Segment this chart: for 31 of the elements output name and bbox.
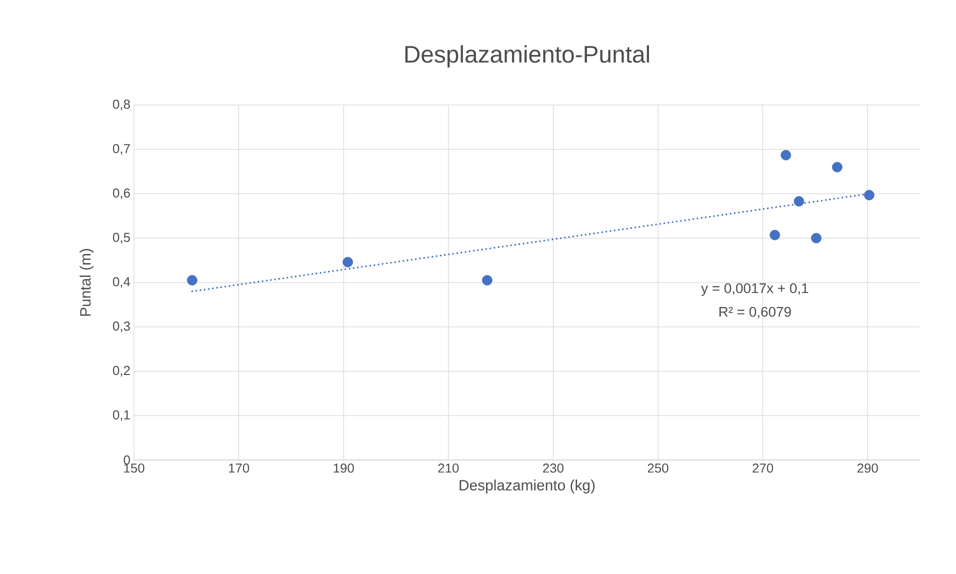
y-tick-label: 0,2 <box>112 366 130 377</box>
x-tick-label: 190 <box>334 464 354 473</box>
x-tick-label: 170 <box>228 464 250 473</box>
point <box>811 232 822 244</box>
point <box>832 162 842 172</box>
y-tick-label: 0,4 <box>112 277 130 288</box>
annotation: R² = 0,6079 <box>719 306 791 318</box>
y-tick-label: 0,5 <box>112 232 130 244</box>
annotation: y = 0,0017x + 0,1 <box>701 283 808 296</box>
y-tick-label: 0 <box>124 455 130 465</box>
y-tick-label: 0,7 <box>112 144 130 155</box>
point <box>770 230 780 240</box>
point <box>864 190 874 200</box>
point <box>482 275 492 286</box>
y-tick-label: 0,3 <box>112 322 130 332</box>
y-tick-label: 0,8 <box>112 100 130 110</box>
x-tick-label: 250 <box>648 464 668 473</box>
y-tick-label: 0,6 <box>112 188 130 200</box>
chart-title: Desplazamiento-Puntal <box>405 45 649 68</box>
x-tick-label: 270 <box>752 464 774 473</box>
x-axis-title: Desplazamiento (kg) <box>460 480 595 494</box>
y-tick-label: 0,1 <box>112 410 130 421</box>
point <box>780 150 792 160</box>
x-tick-label: 290 <box>857 464 878 473</box>
point <box>186 275 198 286</box>
point <box>342 256 353 268</box>
x-tick-label: 210 <box>438 464 459 473</box>
x-tick-label: 150 <box>124 464 144 473</box>
point <box>794 196 804 206</box>
x-tick-label: 230 <box>543 464 564 473</box>
y-axis-title: Puntal (m) <box>80 248 94 316</box>
